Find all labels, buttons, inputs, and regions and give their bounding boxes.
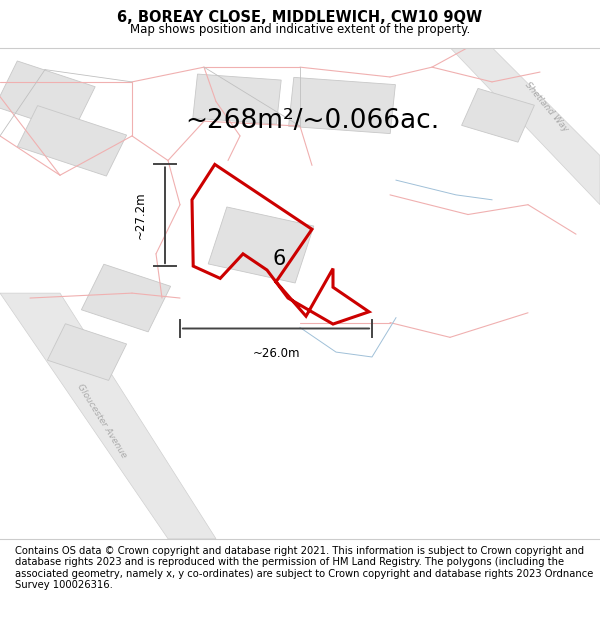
Text: ~27.2m: ~27.2m [133,191,146,239]
Polygon shape [0,293,216,539]
Polygon shape [193,74,281,124]
Polygon shape [461,88,535,142]
Polygon shape [82,264,170,332]
Polygon shape [17,106,127,176]
Text: 6: 6 [272,249,286,269]
Text: ~268m²/~0.066ac.: ~268m²/~0.066ac. [185,108,439,134]
Text: 6, BOREAY CLOSE, MIDDLEWICH, CW10 9QW: 6, BOREAY CLOSE, MIDDLEWICH, CW10 9QW [118,11,482,26]
Polygon shape [47,324,127,381]
Text: ~26.0m: ~26.0m [252,347,300,360]
Polygon shape [0,61,95,132]
Polygon shape [208,207,314,283]
Text: Contains OS data © Crown copyright and database right 2021. This information is : Contains OS data © Crown copyright and d… [15,546,593,591]
Text: Shetland Way: Shetland Way [523,80,569,133]
Text: Map shows position and indicative extent of the property.: Map shows position and indicative extent… [130,22,470,36]
Text: Gloucester Avenue: Gloucester Avenue [76,382,128,459]
Polygon shape [450,48,600,205]
Polygon shape [289,78,395,134]
